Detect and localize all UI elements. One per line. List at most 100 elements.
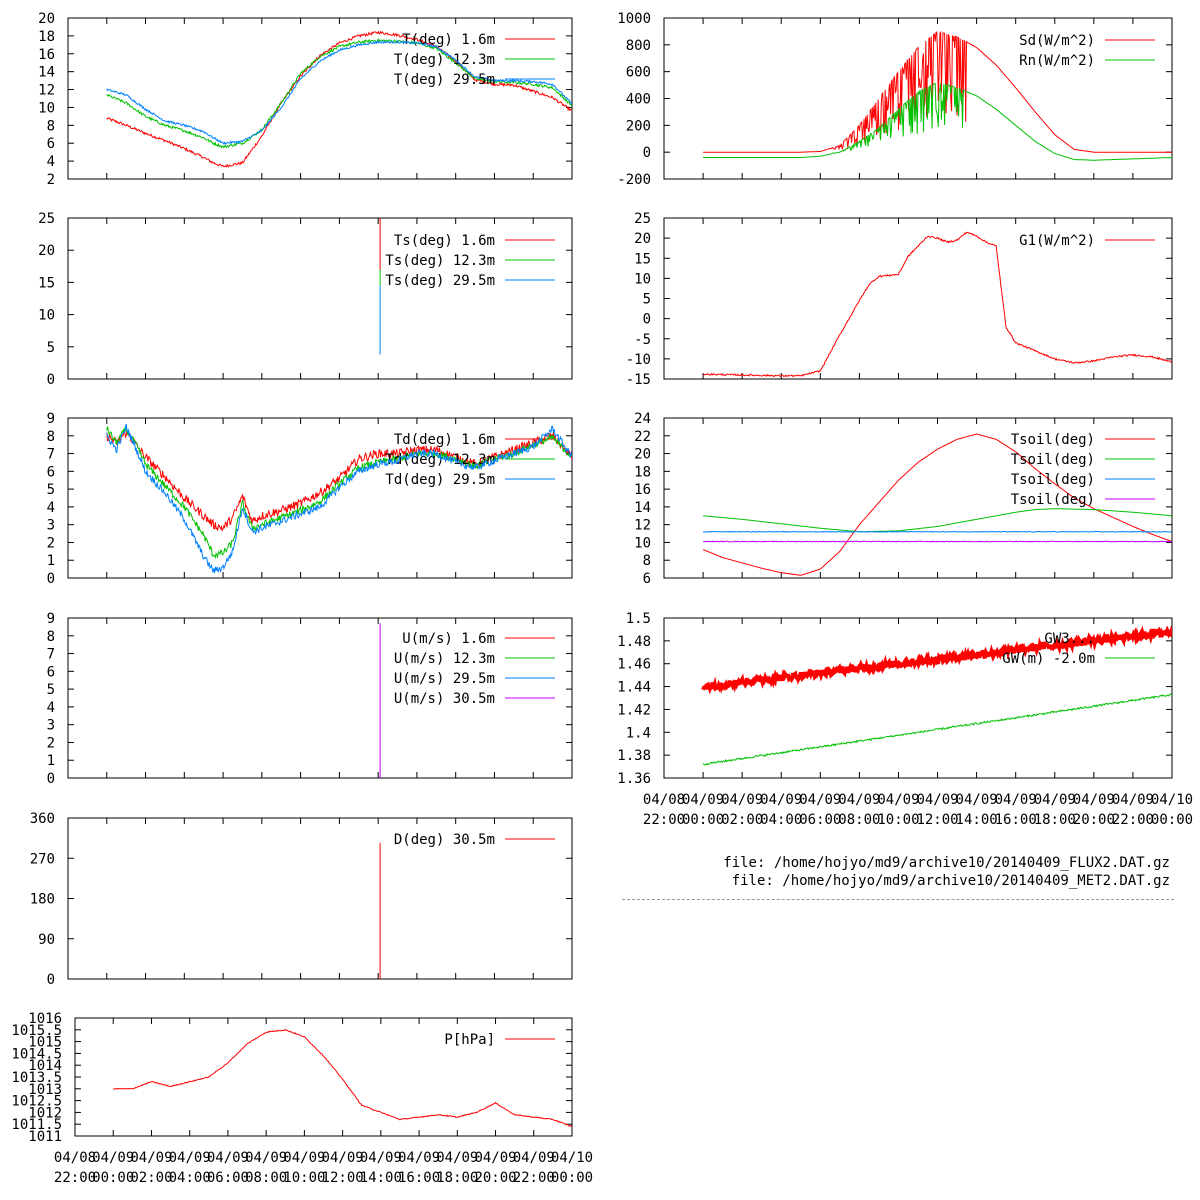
y-tick-label: 2 [47, 172, 55, 188]
y-tick-label: 360 [30, 811, 55, 827]
series-line [106, 40, 572, 146]
series-line [106, 37, 572, 149]
legend-label: Tsoil(deg) [1011, 472, 1095, 488]
y-tick-label: 200 [626, 118, 651, 134]
y-tick-label: 1.38 [617, 748, 651, 764]
x-tick-label: 04/09 [838, 792, 880, 808]
x-tick-label: 02:00 [130, 1170, 172, 1186]
y-tick-label: 8 [47, 629, 55, 645]
x-tick-label: 04/09 [1073, 792, 1115, 808]
y-tick-label: 1016 [28, 1011, 62, 1027]
series-line [703, 540, 1172, 543]
x-tick-label: 04/08 [54, 1150, 96, 1166]
y-tick-label: 4 [47, 700, 55, 716]
y-tick-label: 22 [634, 429, 651, 445]
y-tick-label: 6 [643, 571, 651, 587]
x-tick-label: 02:00 [721, 812, 763, 828]
y-tick-label: 1.46 [617, 657, 651, 673]
x-tick-label: 04/09 [721, 792, 763, 808]
y-tick-label: 800 [626, 38, 651, 54]
y-tick-label: 7 [47, 447, 55, 463]
series-line [106, 30, 572, 168]
x-tick-label: 06:00 [799, 812, 841, 828]
y-tick-label: 25 [38, 211, 55, 227]
legend-label: U(m/s) 30.5m [394, 691, 495, 707]
x-tick-label: 04/09 [207, 1150, 249, 1166]
x-tick-label: 04/10 [551, 1150, 593, 1166]
y-tick-label: 1 [47, 753, 55, 769]
y-tick-label: -10 [626, 352, 651, 368]
y-tick-label: 20 [634, 447, 651, 463]
x-tick-label: 04/09 [760, 792, 802, 808]
y-tick-label: 4 [47, 154, 55, 170]
y-tick-label: 5 [47, 682, 55, 698]
y-tick-label: 1.36 [617, 771, 651, 787]
plot-frame [74, 1017, 573, 1137]
y-tick-label: 180 [30, 892, 55, 908]
y-tick-label: -200 [617, 172, 651, 188]
y-tick-label: 90 [38, 932, 55, 948]
y-tick-label: 0 [47, 571, 55, 587]
y-tick-label: 1.48 [617, 634, 651, 650]
legend-label: P[hPa] [444, 1032, 495, 1048]
y-tick-label: 6 [47, 136, 55, 152]
x-tick-label: 04:00 [760, 812, 802, 828]
plot-frame [663, 17, 1173, 180]
y-tick-label: 0 [47, 972, 55, 988]
legend-label: GW(m) -2.0m [1002, 651, 1095, 667]
y-tick-label: -15 [626, 372, 651, 388]
y-tick-label: 1011.5 [11, 1117, 62, 1133]
x-tick-label: 04/09 [398, 1150, 440, 1166]
x-tick-label: 04/09 [169, 1150, 211, 1166]
plot-frame [67, 217, 573, 380]
y-tick-label: 12 [38, 83, 55, 99]
y-tick-label: 25 [634, 211, 651, 227]
y-tick-label: 20 [38, 243, 55, 259]
x-tick-label: 04/09 [513, 1150, 555, 1166]
x-tick-label: 14:00 [956, 812, 998, 828]
y-tick-label: 18 [38, 29, 55, 45]
y-tick-label: 15 [634, 251, 651, 267]
x-tick-label: 06:00 [207, 1170, 249, 1186]
x-tick-label: 14:00 [360, 1170, 402, 1186]
x-tick-label: 04/09 [799, 792, 841, 808]
series-line [106, 429, 572, 532]
x-tick-label: 04/10 [1151, 792, 1193, 808]
flux-file-path: file: /home/hojyo/md9/archive10/20140409… [723, 855, 1170, 871]
y-tick-label: 14 [634, 500, 651, 516]
x-tick-label: 20:00 [1073, 812, 1115, 828]
legend-label: T(deg) 12.3m [394, 52, 495, 68]
x-tick-label: 10:00 [877, 812, 919, 828]
met-file-path: file: /home/hojyo/md9/archive10/20140409… [731, 873, 1170, 889]
y-tick-label: 8 [47, 118, 55, 134]
x-tick-label: 16:00 [398, 1170, 440, 1186]
legend-label: Tsoil(deg) [1011, 452, 1095, 468]
y-tick-label: 24 [634, 411, 651, 427]
y-tick-label: 400 [626, 92, 651, 108]
chart-radiation: -200 0 200 400 600 800 1000 Sd(W/m^2) Rn(W/m^2) [617, 11, 1173, 188]
y-tick-label: 6 [47, 664, 55, 680]
y-tick-label: 8 [643, 553, 651, 569]
y-tick-label: 1013 [28, 1082, 62, 1098]
x-tick-label: 04/09 [877, 792, 919, 808]
y-tick-label: 1014.5 [11, 1046, 62, 1062]
x-tick-label: 22:00 [643, 812, 685, 828]
x-tick-label: 04/09 [130, 1150, 172, 1166]
x-tick-label: 04/09 [474, 1150, 516, 1166]
y-tick-label: 5 [643, 292, 651, 308]
x-tick-label: 12:00 [322, 1170, 364, 1186]
y-tick-label: 18 [634, 464, 651, 480]
y-tick-label: 1.4 [626, 725, 651, 741]
y-tick-label: 16 [38, 47, 55, 63]
y-tick-label: 1012 [28, 1105, 62, 1121]
legend-label: D(deg) 30.5m [394, 832, 495, 848]
y-tick-label: 1000 [617, 11, 651, 27]
x-tick-label: 04/09 [92, 1150, 134, 1166]
y-tick-label: 6 [47, 464, 55, 480]
plot-frame [67, 417, 573, 579]
series-line [703, 30, 1172, 153]
legend-label: U(m/s) 29.5m [394, 671, 495, 687]
y-tick-label: 1014 [28, 1058, 62, 1074]
